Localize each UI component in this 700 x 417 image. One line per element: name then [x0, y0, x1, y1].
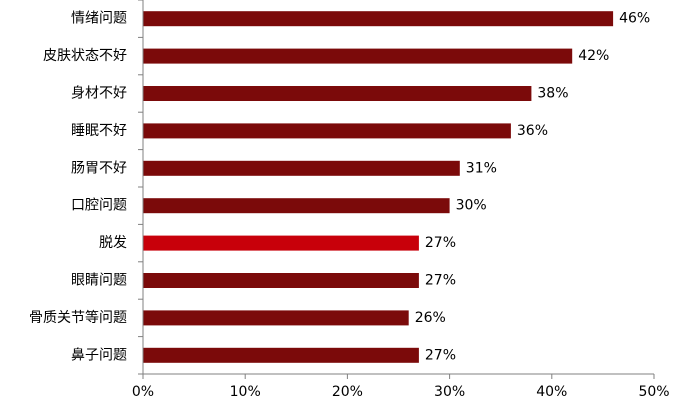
data-label: 30%	[456, 198, 487, 214]
category-label: 肠胃不好	[71, 160, 127, 176]
bar	[143, 198, 450, 214]
bar	[143, 86, 532, 101]
data-label: 46%	[619, 11, 650, 27]
category-label: 身材不好	[71, 86, 127, 102]
category-label: 睡眠不好	[71, 123, 127, 139]
bar	[143, 48, 573, 64]
bar	[143, 11, 614, 27]
data-label: 36%	[517, 123, 548, 139]
data-label: 42%	[578, 48, 609, 64]
bar	[143, 310, 409, 326]
category-label: 骨质关节等问题	[29, 309, 127, 326]
x-tick-label: 0%	[132, 384, 154, 400]
category-label: 鼻子问题	[71, 346, 127, 363]
data-label: 27%	[425, 235, 456, 251]
category-label: 情绪问题	[71, 11, 127, 27]
bar	[143, 273, 419, 288]
category-label: 眼睛问题	[71, 273, 127, 289]
x-tick-label: 20%	[332, 384, 363, 400]
data-label: 38%	[537, 86, 568, 102]
data-label: 26%	[415, 310, 446, 326]
x-tick-label: 30%	[434, 384, 465, 400]
bar	[143, 347, 419, 363]
labels-layer: 情绪问题 46% 皮肤状态不好 42% 身材不好 38% 睡眠不好 36% 肠胃不好 31% 口腔问…	[29, 11, 670, 400]
x-tick-label: 40%	[536, 384, 567, 400]
category-label: 脱发	[99, 235, 127, 251]
category-label: 口腔问题	[71, 198, 127, 214]
x-tick-label: 50%	[638, 384, 669, 400]
data-label: 27%	[425, 273, 456, 289]
x-tick-label: 10%	[230, 384, 261, 400]
category-label: 皮肤状态不好	[43, 48, 127, 64]
data-label: 31%	[466, 160, 497, 176]
bar	[143, 160, 460, 176]
bar	[143, 123, 511, 139]
bars-layer	[143, 11, 614, 363]
bar	[143, 235, 419, 251]
data-label: 27%	[425, 347, 456, 363]
axes-layer	[138, 0, 655, 379]
